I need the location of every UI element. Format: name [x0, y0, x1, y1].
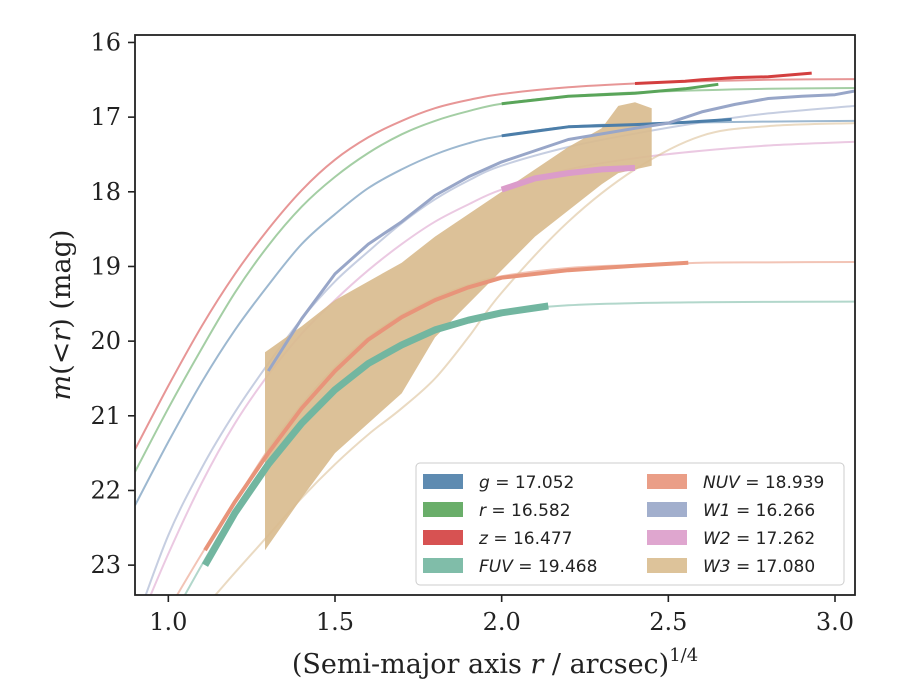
y-tick-label: 23 [90, 551, 121, 579]
measured-curve-r [501, 82, 719, 106]
x-tick-label: 1.0 [149, 608, 187, 636]
x-tick-label: 2.0 [483, 608, 521, 636]
y-tick-label: 17 [90, 103, 121, 131]
ticks-layer: 1.0 1.5 2.0 2.5 3.0 16 17 18 19 20 21 22 23 [90, 28, 854, 636]
legend-swatch-w2 [647, 530, 687, 545]
model-curve-w2 [149, 140, 855, 595]
y-tick-label: 19 [90, 252, 121, 280]
legend-swatch-r [423, 502, 463, 517]
y-tick-label: 16 [90, 28, 121, 56]
x-axis-label: (Semi-major axis r / arcsec)1/4 [292, 645, 698, 680]
plot-frame [134, 34, 856, 596]
legend-swatch-g [423, 474, 463, 489]
model-curve-w3 [214, 122, 855, 595]
legend-swatch-w1 [647, 502, 687, 517]
x-tick-label: 3.0 [816, 608, 854, 636]
measured-curve-z [634, 71, 812, 85]
legend-label-r: r = 16.582 [479, 501, 571, 521]
y-tick-label: 18 [90, 178, 121, 206]
x-tick-label: 2.5 [649, 608, 687, 636]
legend-swatch-nuv [647, 474, 687, 489]
measured-curve-w1 [267, 89, 855, 372]
y-tick-label: 20 [90, 327, 121, 355]
legend-label-nuv: NUV = 18.939 [703, 473, 824, 493]
legend-label-fuv: FUV = 19.468 [479, 557, 597, 577]
legend: g = 17.052 r = 16.582 z = 16.477 FUV = 19.4… [415, 462, 845, 586]
legend-swatch-w3 [647, 558, 687, 573]
x-tick-label: 1.5 [316, 608, 354, 636]
legend-label-z: z = 16.477 [478, 529, 572, 549]
series-layer [135, 71, 855, 595]
measured-curve-g [501, 117, 732, 138]
measured-curve-nuv [203, 260, 689, 552]
measured-curve-fuv [201, 302, 549, 567]
measured-curve-w2 [500, 164, 636, 193]
legend-swatch-z [423, 530, 463, 545]
legend-label-g: g = 17.052 [479, 473, 574, 493]
y-axis-label: m(<r) (mag) [46, 230, 77, 401]
legend-label-w1: W1 = 16.266 [703, 501, 815, 521]
y-tick-label: 22 [90, 476, 121, 504]
y-tick-label: 21 [90, 402, 121, 430]
band-w3 [265, 102, 652, 551]
legend-frame [415, 462, 845, 586]
legend-label-w2: W2 = 17.262 [703, 529, 815, 549]
legend-swatch-fuv [423, 558, 463, 573]
legend-label-w3: W3 = 17.080 [703, 557, 815, 577]
